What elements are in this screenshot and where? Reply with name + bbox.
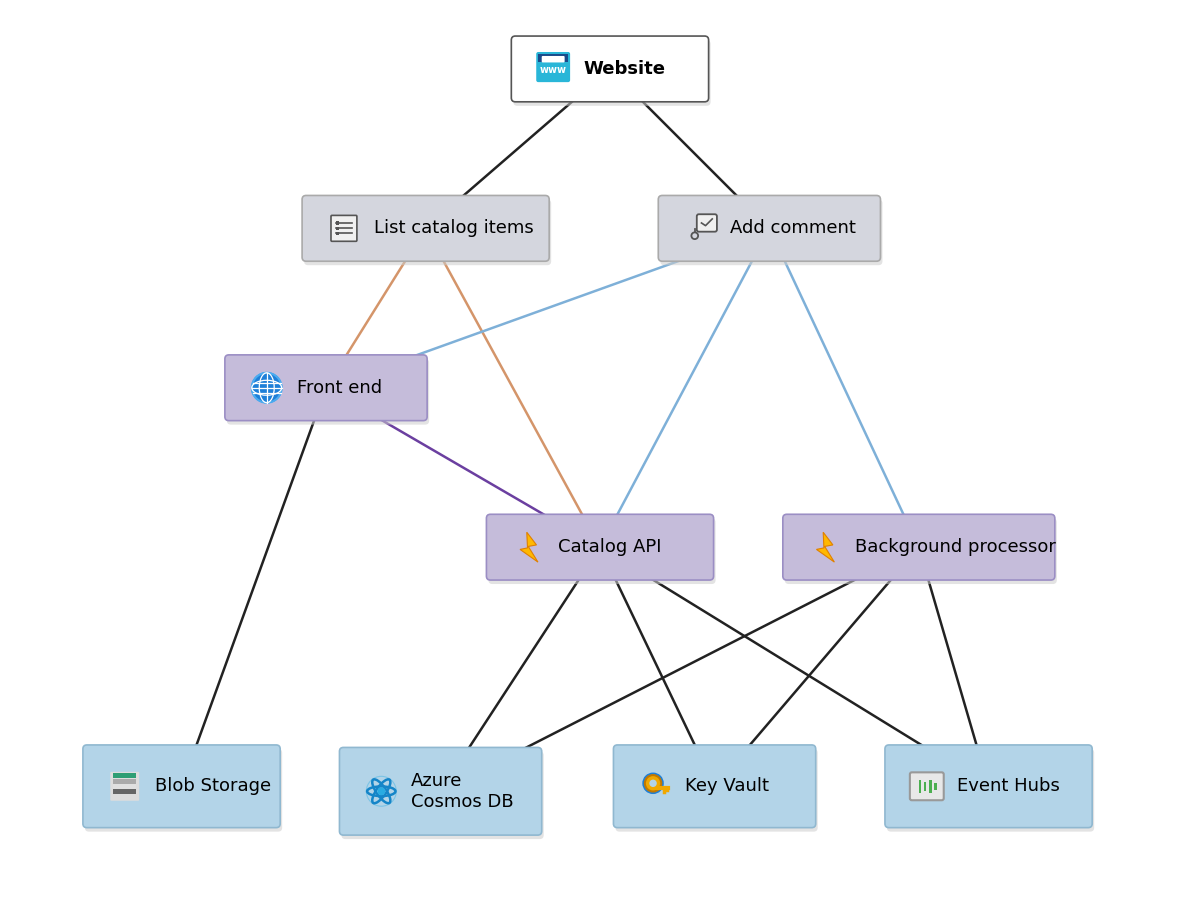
FancyBboxPatch shape xyxy=(935,782,937,790)
FancyBboxPatch shape xyxy=(336,227,340,231)
FancyBboxPatch shape xyxy=(910,772,943,801)
FancyBboxPatch shape xyxy=(83,745,280,828)
FancyBboxPatch shape xyxy=(924,781,926,791)
Text: Add comment: Add comment xyxy=(730,220,856,237)
Ellipse shape xyxy=(644,775,661,791)
Text: Catalog API: Catalog API xyxy=(558,538,661,556)
FancyBboxPatch shape xyxy=(113,790,136,794)
FancyBboxPatch shape xyxy=(536,52,570,82)
FancyBboxPatch shape xyxy=(660,199,882,265)
FancyBboxPatch shape xyxy=(336,231,340,235)
Text: Blob Storage: Blob Storage xyxy=(155,777,271,795)
FancyBboxPatch shape xyxy=(616,748,817,832)
FancyBboxPatch shape xyxy=(304,199,551,265)
FancyBboxPatch shape xyxy=(785,518,1057,584)
FancyBboxPatch shape xyxy=(887,748,1094,832)
Polygon shape xyxy=(816,533,834,562)
FancyBboxPatch shape xyxy=(85,748,282,832)
FancyBboxPatch shape xyxy=(697,214,716,231)
Text: Background processor: Background processor xyxy=(854,538,1056,556)
Circle shape xyxy=(252,372,282,403)
Text: Front end: Front end xyxy=(296,379,382,397)
FancyBboxPatch shape xyxy=(113,773,136,778)
FancyBboxPatch shape xyxy=(918,780,922,793)
FancyBboxPatch shape xyxy=(514,40,710,106)
FancyBboxPatch shape xyxy=(227,359,430,425)
Text: Website: Website xyxy=(583,59,665,78)
Text: Azure
Cosmos DB: Azure Cosmos DB xyxy=(412,772,514,811)
FancyBboxPatch shape xyxy=(113,779,136,783)
FancyBboxPatch shape xyxy=(110,772,139,801)
FancyBboxPatch shape xyxy=(539,54,568,62)
FancyBboxPatch shape xyxy=(541,56,565,62)
FancyBboxPatch shape xyxy=(340,748,541,835)
FancyBboxPatch shape xyxy=(488,518,715,584)
Text: www: www xyxy=(540,66,566,75)
FancyBboxPatch shape xyxy=(302,196,550,261)
FancyBboxPatch shape xyxy=(659,196,881,261)
Text: Event Hubs: Event Hubs xyxy=(956,777,1060,795)
Text: List catalog items: List catalog items xyxy=(374,220,534,237)
FancyBboxPatch shape xyxy=(342,751,544,839)
FancyBboxPatch shape xyxy=(331,215,356,242)
Ellipse shape xyxy=(649,780,656,787)
FancyBboxPatch shape xyxy=(486,514,714,580)
FancyBboxPatch shape xyxy=(613,745,816,828)
Text: Key Vault: Key Vault xyxy=(685,777,769,795)
FancyBboxPatch shape xyxy=(511,36,709,102)
FancyBboxPatch shape xyxy=(884,745,1092,828)
Polygon shape xyxy=(520,533,538,562)
FancyBboxPatch shape xyxy=(782,514,1055,580)
FancyBboxPatch shape xyxy=(336,221,340,225)
FancyBboxPatch shape xyxy=(113,784,136,789)
FancyBboxPatch shape xyxy=(929,780,931,793)
FancyBboxPatch shape xyxy=(224,355,427,421)
Circle shape xyxy=(378,788,384,794)
